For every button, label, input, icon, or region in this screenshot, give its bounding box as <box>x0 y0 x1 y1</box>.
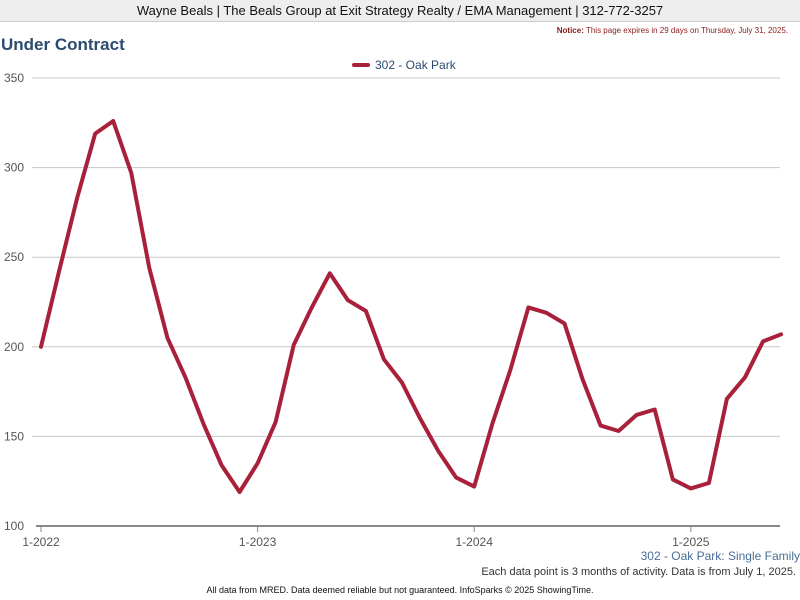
y-tick-label-100: 100 <box>4 519 24 533</box>
x-tick-label-1-2025: 1-2025 <box>672 535 710 549</box>
y-tick-label-300: 300 <box>4 161 24 175</box>
agent-header-bar: Wayne Beals | The Beals Group at Exit St… <box>0 0 800 22</box>
x-tick-label-1-2024: 1-2024 <box>456 535 494 549</box>
x-axis-ticks: 1-2022 1-2023 1-2024 1-2025 <box>22 526 710 549</box>
series-footer-label: 302 - Oak Park: Single Family <box>640 549 800 563</box>
grid-layer <box>32 77 780 527</box>
y-tick-label-200: 200 <box>4 340 24 354</box>
notice-label: Notice: <box>556 26 584 35</box>
disclaimer: All data from MRED. Data deemed reliable… <box>206 585 594 595</box>
x-tick-label-1-2023: 1-2023 <box>239 535 277 549</box>
y-tick-label-150: 150 <box>4 429 24 443</box>
series-line-oak-park <box>39 119 784 494</box>
data-note: Each data point is 3 months of activity.… <box>481 566 796 578</box>
x-tick-label-1-2022: 1-2022 <box>22 535 60 549</box>
chart-legend[interactable]: 302 - Oak Park <box>352 58 456 72</box>
chart-title: Under Contract <box>1 35 125 54</box>
y-axis-ticks: 100 150 200 250 300 350 <box>4 71 24 533</box>
series-layer <box>39 119 784 494</box>
y-tick-label-350: 350 <box>4 71 24 85</box>
notice-text: This page expires in 29 days on Thursday… <box>585 26 788 35</box>
agent-header-text: Wayne Beals | The Beals Group at Exit St… <box>136 3 664 18</box>
legend-swatch <box>352 63 370 67</box>
expiry-notice: Notice: This page expires in 29 days on … <box>557 26 788 35</box>
y-tick-label-250: 250 <box>4 250 24 264</box>
legend-label: 302 - Oak Park <box>375 58 456 72</box>
